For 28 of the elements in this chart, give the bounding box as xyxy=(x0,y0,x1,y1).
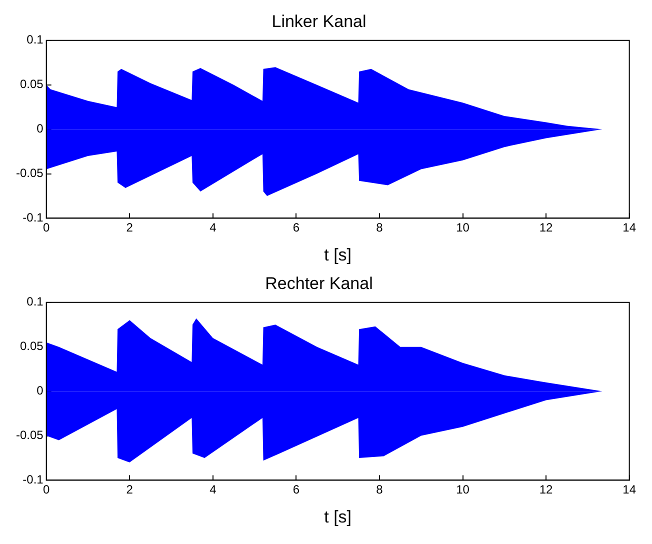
x-tick-label: 10 xyxy=(456,482,470,497)
y-tick-label: 0.1 xyxy=(26,294,44,309)
y-tick-label: 0.05 xyxy=(20,77,44,92)
x-tick-label: 12 xyxy=(539,482,554,497)
chart-title: Rechter Kanal xyxy=(265,274,373,293)
x-tick-label: 6 xyxy=(292,220,300,235)
y-tick-label: 0 xyxy=(36,122,44,136)
x-tick-label: 8 xyxy=(376,220,384,235)
y-tick-label: -0.1 xyxy=(22,472,44,487)
x-tick-label: 14 xyxy=(622,220,636,235)
y-tick-label: -0.05 xyxy=(16,166,44,180)
y-tick-label: -0.05 xyxy=(16,428,44,442)
chart-title: Linker Kanal xyxy=(272,12,366,31)
y-tick-label: 0.05 xyxy=(20,339,44,354)
x-tick-label: 4 xyxy=(210,220,217,235)
y-tick-label: 0 xyxy=(36,384,44,398)
x-tick-label: 6 xyxy=(292,482,300,497)
x-tick-label: 12 xyxy=(539,220,554,235)
x-tick-label: 10 xyxy=(456,220,470,235)
x-tick-label: 2 xyxy=(126,220,134,235)
x-tick-label: 14 xyxy=(622,482,636,497)
x-axis-title: t [s] xyxy=(324,245,352,264)
x-tick-label: 4 xyxy=(210,482,217,497)
y-tick-label: -0.1 xyxy=(22,210,44,225)
x-tick-label: 8 xyxy=(376,482,384,497)
y-tick-label: 0.1 xyxy=(26,32,44,47)
x-axis-title: t [s] xyxy=(324,507,352,526)
x-tick-label: 2 xyxy=(126,482,134,497)
